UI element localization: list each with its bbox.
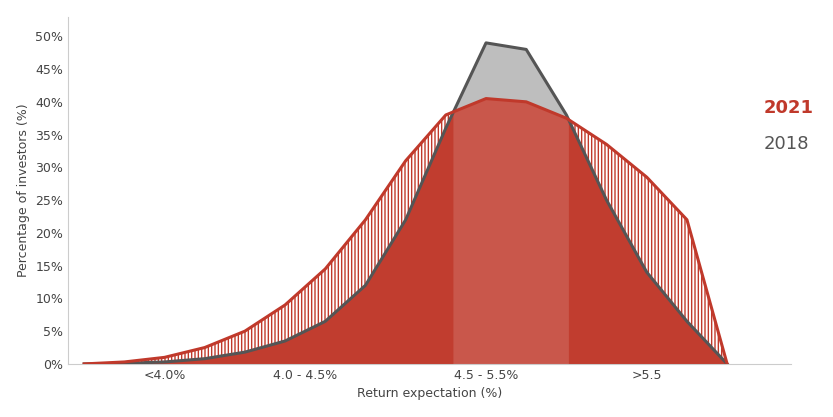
Text: 2018: 2018 xyxy=(763,136,809,153)
X-axis label: Return expectation (%): Return expectation (%) xyxy=(357,387,502,400)
Y-axis label: Percentage of investors (%): Percentage of investors (%) xyxy=(17,103,30,277)
Text: 2021: 2021 xyxy=(763,99,813,118)
